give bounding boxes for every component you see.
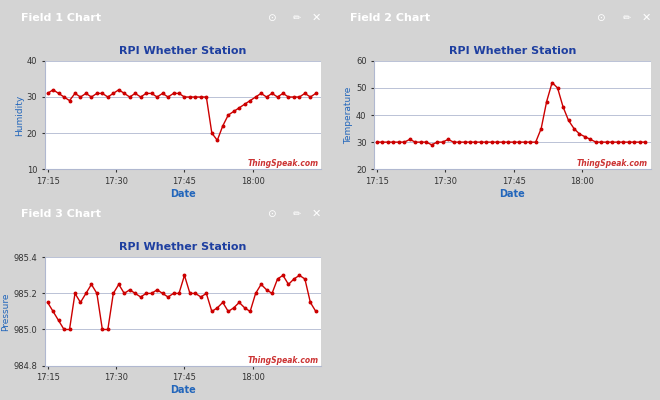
X-axis label: Date: Date (170, 189, 196, 199)
Y-axis label: Humidity: Humidity (15, 94, 24, 136)
Text: Field 1 Chart: Field 1 Chart (20, 13, 101, 23)
Text: ⊙: ⊙ (267, 209, 276, 219)
Text: Field 3 Chart: Field 3 Chart (20, 209, 101, 219)
Text: ✏: ✏ (293, 209, 301, 219)
Text: ✕: ✕ (312, 209, 321, 219)
X-axis label: Date: Date (500, 189, 525, 199)
Text: ⊙: ⊙ (267, 13, 276, 23)
Text: ✏: ✏ (622, 13, 630, 23)
Y-axis label: Pressure: Pressure (1, 292, 11, 331)
Text: ThingSpeak.com: ThingSpeak.com (248, 356, 319, 364)
Text: ✕: ✕ (312, 13, 321, 23)
Title: RPI Whether Station: RPI Whether Station (449, 46, 576, 56)
Y-axis label: Temperature: Temperature (344, 86, 353, 144)
Text: ✕: ✕ (641, 13, 651, 23)
X-axis label: Date: Date (170, 385, 196, 395)
Text: ✏: ✏ (293, 13, 301, 23)
Text: Field 2 Chart: Field 2 Chart (350, 13, 430, 23)
Title: RPI Whether Station: RPI Whether Station (119, 46, 247, 56)
Text: ThingSpeak.com: ThingSpeak.com (577, 159, 648, 168)
Title: RPI Whether Station: RPI Whether Station (119, 242, 247, 252)
Text: ⊙: ⊙ (597, 13, 605, 23)
Text: ThingSpeak.com: ThingSpeak.com (248, 159, 319, 168)
